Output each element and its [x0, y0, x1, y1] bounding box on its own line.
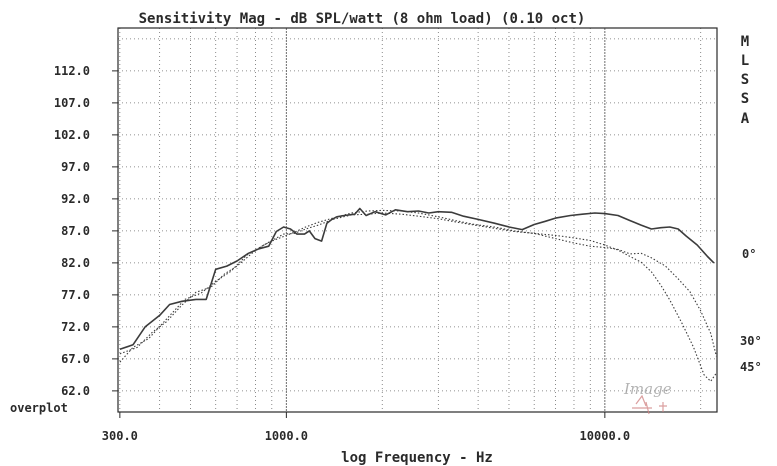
- watermark-logo: Image: [623, 380, 672, 415]
- x-tick-label: 300.0: [102, 429, 138, 443]
- y-tick-label: 72.0: [61, 320, 90, 334]
- y-axis-ticks: 112.0 107.0 102.0 97.0 92.0 87.0 82.0 77.0 72.0 6…: [54, 64, 118, 398]
- x-axis-ticks: 300.0 1000.0 10000.0: [102, 412, 630, 443]
- overplot-label: overplot: [10, 401, 68, 415]
- y-tick-label: 67.0: [61, 352, 90, 366]
- y-tick-label: 62.0: [61, 384, 90, 398]
- chart-title: Sensitivity Mag - dB SPL/watt (8 ohm loa…: [139, 11, 586, 27]
- y-tick-label: 97.0: [61, 160, 90, 174]
- grid-lines: [118, 28, 717, 412]
- x-tick-label: 1000.0: [265, 429, 308, 443]
- y-tick-label: 107.0: [54, 96, 90, 110]
- y-tick-label: 92.0: [61, 192, 90, 206]
- series-line-0: [119, 207, 715, 351]
- y-tick-label: 112.0: [54, 64, 90, 78]
- side-letter: A: [741, 111, 750, 127]
- side-label: M L S S A: [741, 34, 750, 127]
- y-tick-label: 102.0: [54, 128, 90, 142]
- series-line-2: [119, 212, 717, 382]
- series-line-1: [119, 209, 717, 357]
- side-letter: S: [741, 72, 749, 88]
- y-tick-label: 87.0: [61, 224, 90, 238]
- y-tick-label: 77.0: [61, 288, 90, 302]
- svg-text:Image: Image: [623, 380, 672, 398]
- series-lines: [119, 207, 717, 382]
- series-label-45deg: 45°: [740, 360, 762, 374]
- x-axis-label: log Frequency - Hz: [341, 450, 493, 466]
- side-letter: S: [741, 91, 749, 107]
- y-tick-label: 82.0: [61, 256, 90, 270]
- series-label-30deg: 30°: [740, 334, 762, 348]
- series-label-0deg: 0°: [742, 247, 756, 261]
- plot-frame: [117, 27, 718, 413]
- side-letter: L: [741, 53, 749, 69]
- side-letter: M: [741, 34, 749, 50]
- x-tick-label: 10000.0: [580, 429, 631, 443]
